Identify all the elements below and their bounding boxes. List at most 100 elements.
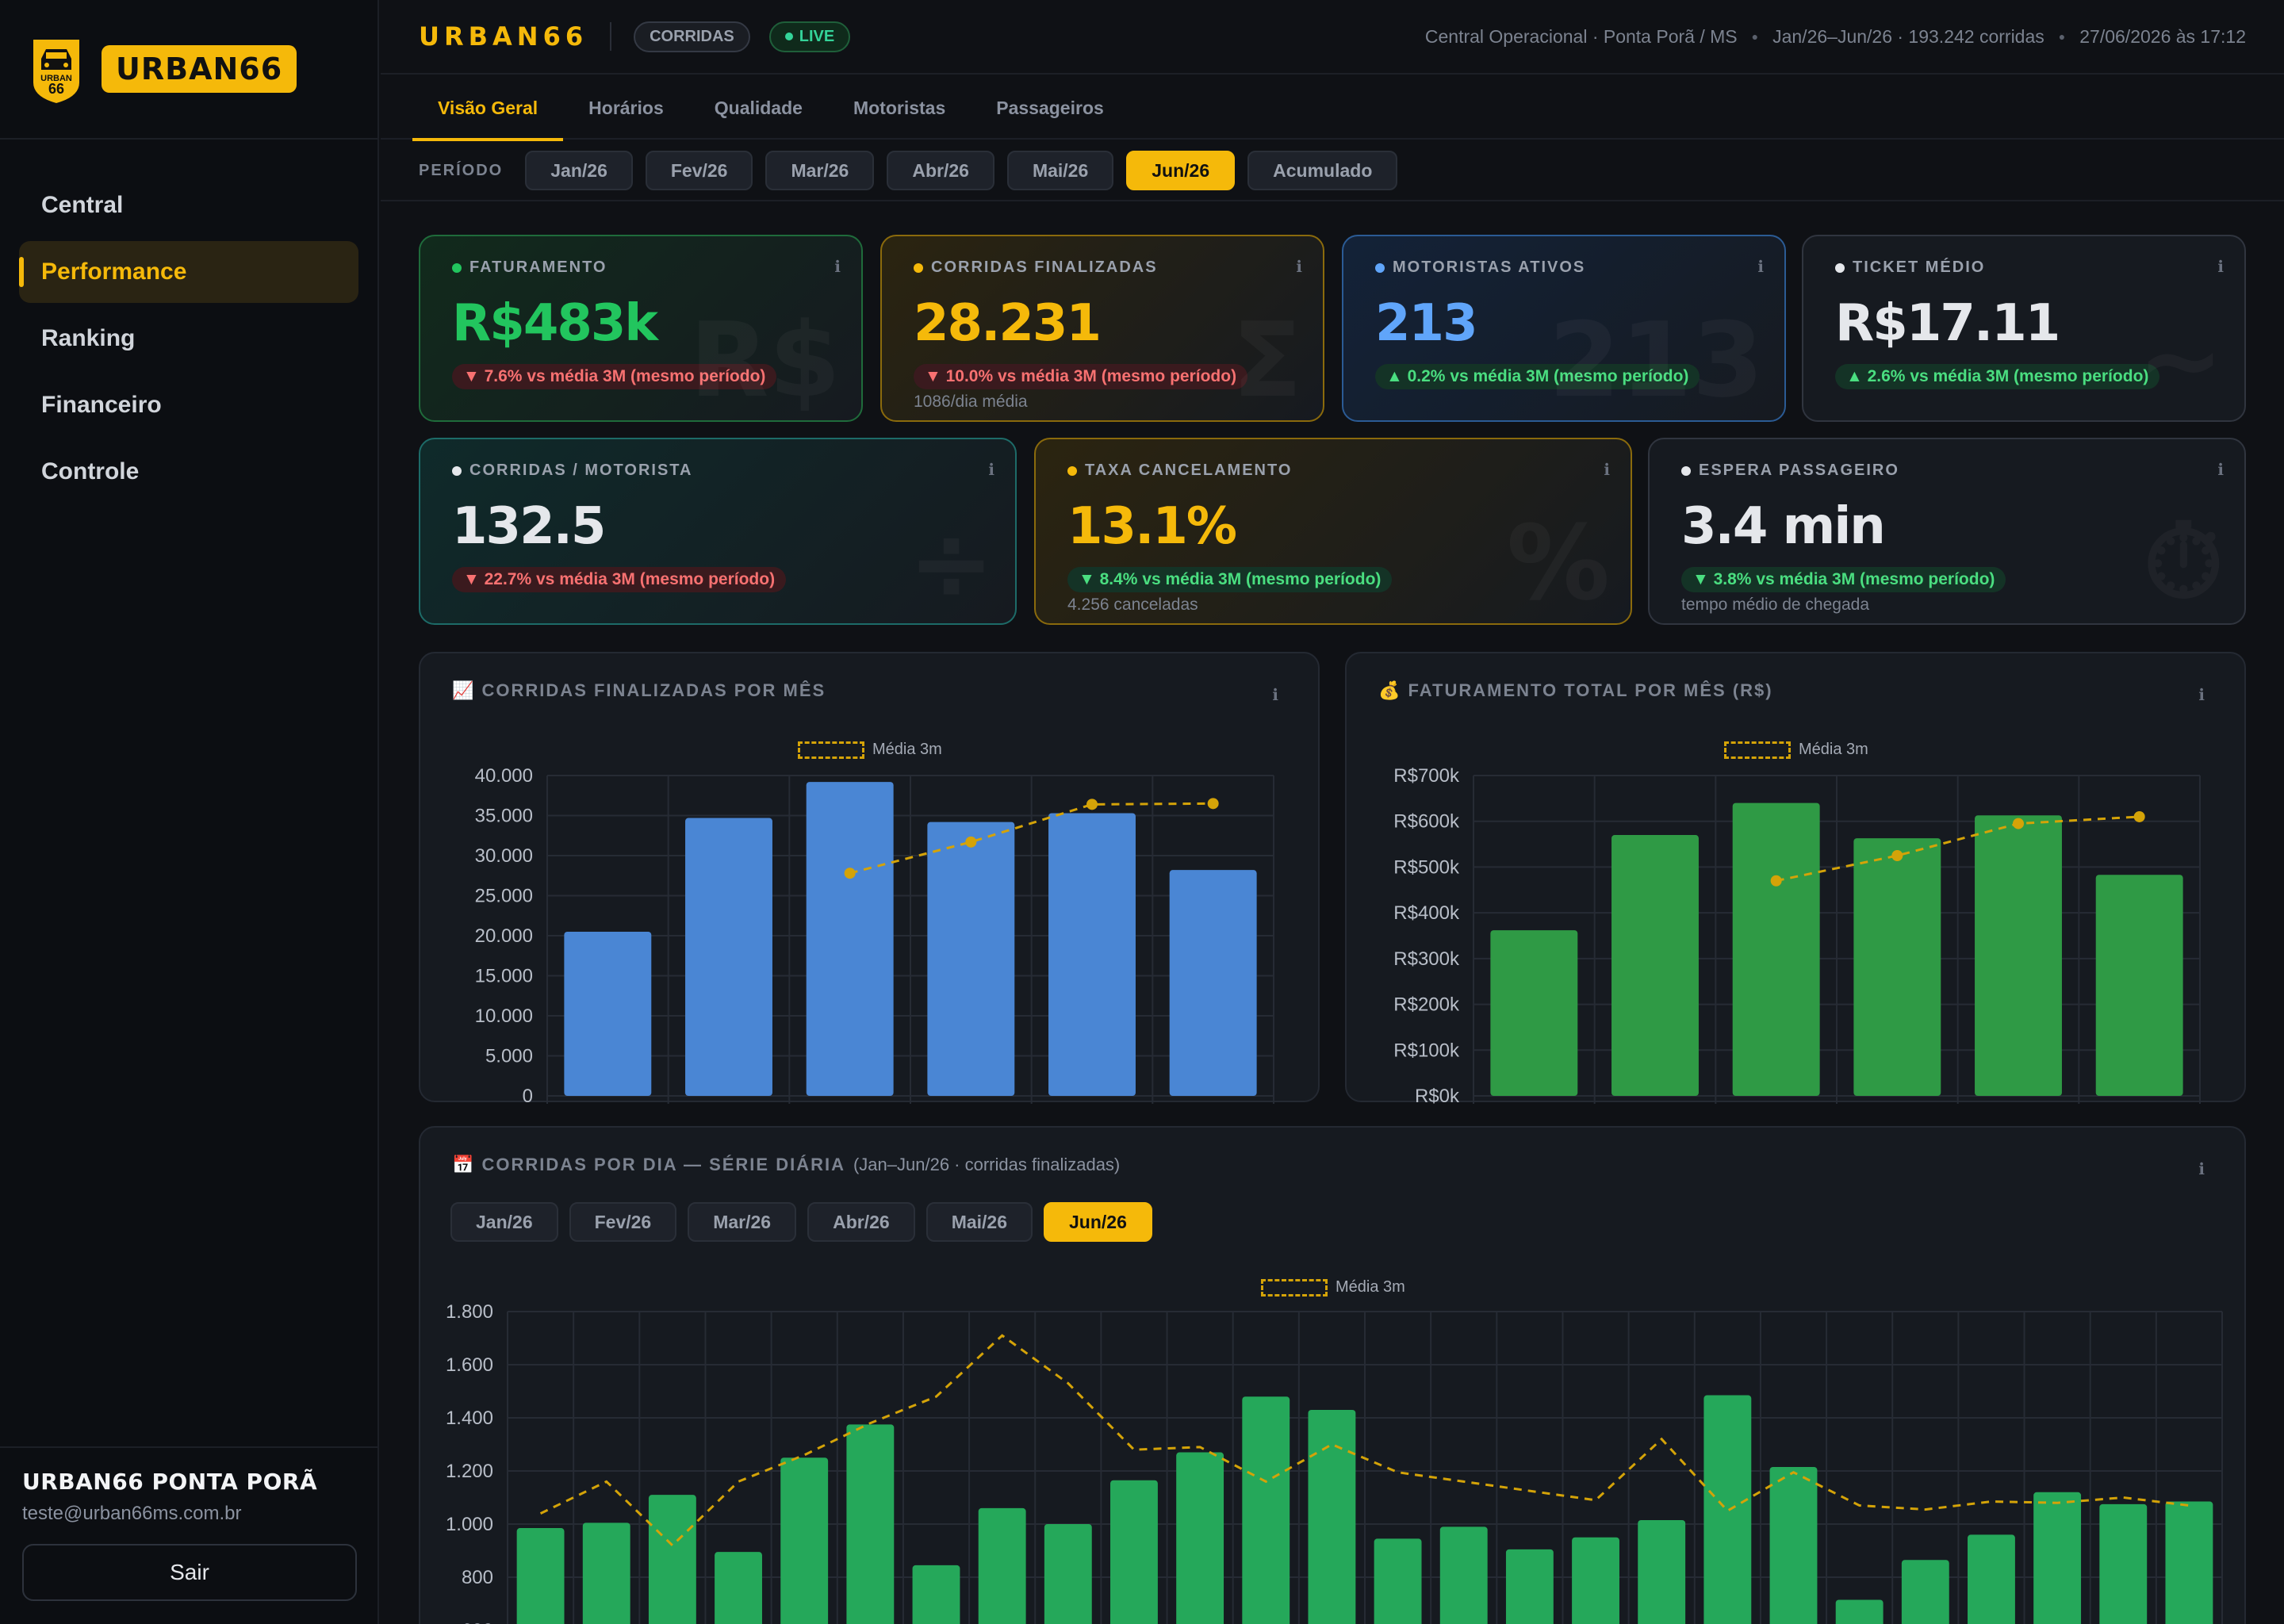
info-icon[interactable]: ℹ bbox=[2198, 1161, 2205, 1178]
kpi-dot-icon bbox=[1681, 465, 1691, 476]
y-tick-label: R$300k bbox=[1393, 948, 1460, 970]
chart-subtitle: (Jan–Jun/26 · corridas finalizadas) bbox=[853, 1155, 1121, 1174]
line-point bbox=[965, 836, 977, 848]
tab-2[interactable]: Horários bbox=[588, 97, 664, 118]
tab-4[interactable]: Motoristas bbox=[853, 97, 946, 118]
sidebar-nav: Central Performance Ranking Financeiro Contr… bbox=[0, 140, 377, 503]
kpi-watermark-icon: ⏱ bbox=[2144, 501, 2224, 623]
info-icon[interactable]: ℹ bbox=[834, 259, 841, 276]
period-pill[interactable]: Mar/26 bbox=[765, 151, 875, 190]
period-pill[interactable]: Fev/26 bbox=[645, 151, 753, 190]
kpi-subtext: 4.256 canceladas bbox=[1067, 596, 1198, 614]
tab-1[interactable]: Visão Geral bbox=[412, 76, 564, 141]
y-tick-label: R$200k bbox=[1393, 994, 1460, 1016]
kpi-label-text: CORRIDAS FINALIZADAS bbox=[931, 259, 1158, 276]
bar bbox=[1505, 1549, 1554, 1624]
chart-legend[interactable]: Média 3m bbox=[1261, 1278, 1405, 1297]
bar bbox=[582, 1522, 630, 1624]
kpi-label-text: TICKET MÉDIO bbox=[1853, 259, 1986, 276]
bar bbox=[1044, 1524, 1092, 1624]
y-tick-label: 35.000 bbox=[475, 806, 533, 827]
series-line-media-3m bbox=[849, 802, 1213, 875]
legend-swatch bbox=[1261, 1278, 1328, 1297]
bar bbox=[564, 931, 652, 1096]
y-tick-label: R$500k bbox=[1393, 856, 1460, 878]
kpi-label-text: CORRIDAS / MOTORISTA bbox=[469, 462, 693, 479]
chart-title-text: FATURAMENTO TOTAL POR MÊS (R$) bbox=[1408, 680, 1773, 700]
y-tick-label: R$400k bbox=[1393, 902, 1460, 924]
info-icon[interactable]: ℹ bbox=[1604, 462, 1610, 479]
daily-month-pill[interactable]: Abr/26 bbox=[807, 1202, 915, 1242]
bar bbox=[1048, 813, 1136, 1096]
kpi-label: ESPERA PASSAGEIRO bbox=[1681, 462, 2213, 480]
period-pill[interactable]: Jun/26 bbox=[1126, 151, 1236, 190]
sidebar-item-financeiro[interactable]: Financeiro bbox=[41, 392, 162, 418]
chart-card-faturamento-mes: 💰 FATURAMENTO TOTAL POR MÊS (R$) ℹ Média… bbox=[1345, 652, 2246, 1104]
period-pill[interactable]: Abr/26 bbox=[887, 151, 994, 190]
info-icon[interactable]: ℹ bbox=[2217, 462, 2224, 479]
period-filter: PERÍODO Jan/26 Fev/26 Mar/26 Abr/26 Mai/26 Ju… bbox=[381, 141, 2284, 201]
kpi-label: TICKET MÉDIO bbox=[1835, 259, 2213, 277]
bar bbox=[715, 1552, 762, 1624]
kpi-value: R$17.11 bbox=[1835, 294, 2060, 353]
chart-legend[interactable]: Média 3m bbox=[1724, 741, 1868, 759]
kpi-label-text: MOTORISTAS ATIVOS bbox=[1393, 259, 1586, 276]
daily-month-pill[interactable]: Mai/26 bbox=[925, 1202, 1033, 1242]
legend-label: Média 3m bbox=[1799, 741, 1868, 758]
bar bbox=[1110, 1480, 1158, 1624]
kpi-dot-icon bbox=[914, 262, 923, 273]
info-icon[interactable]: ℹ bbox=[1296, 259, 1302, 276]
separator-dot: ● bbox=[2058, 30, 2066, 43]
live-label: LIVE bbox=[799, 27, 835, 45]
y-tick-label: 1.400 bbox=[446, 1408, 493, 1429]
kpi-value: R$483k bbox=[452, 294, 658, 353]
info-icon[interactable]: ℹ bbox=[1757, 259, 1764, 276]
info-icon[interactable]: ℹ bbox=[1272, 687, 1278, 704]
kpi-dot-icon bbox=[1835, 262, 1845, 273]
daily-month-pill[interactable]: Jan/26 bbox=[450, 1202, 558, 1242]
user-email: teste@urban66ms.com.br bbox=[22, 1503, 242, 1524]
bar bbox=[978, 1507, 1026, 1624]
bar bbox=[1611, 835, 1699, 1096]
series-line-media-3m bbox=[539, 1334, 2190, 1547]
info-icon[interactable]: ℹ bbox=[2217, 259, 2224, 276]
kpi-dot-icon bbox=[452, 262, 462, 273]
kpi-watermark-icon: 213 bbox=[1549, 300, 1764, 420]
chart-emoji-icon: 📈 bbox=[452, 680, 476, 700]
chart-title: 📈 CORRIDAS FINALIZADAS POR MÊS bbox=[452, 680, 826, 701]
kpi-corridas-por-motorista: CORRIDAS / MOTORISTA ℹ 132.5 ▼ 22.7% vs méd… bbox=[419, 438, 1017, 625]
chart-emoji-icon: 💰 bbox=[1378, 680, 1402, 700]
sidebar-item-controle[interactable]: Controle bbox=[41, 458, 140, 485]
period-pill[interactable]: Mai/26 bbox=[1006, 151, 1114, 190]
separator-dot: ● bbox=[1751, 30, 1759, 43]
period-pill[interactable]: Jan/26 bbox=[525, 151, 633, 190]
sidebar-item-central[interactable]: Central bbox=[41, 192, 124, 218]
chart-legend[interactable]: Média 3m bbox=[798, 741, 942, 759]
chart-title: 💰 FATURAMENTO TOTAL POR MÊS (R$) bbox=[1378, 680, 1773, 701]
y-tick-label: 15.000 bbox=[475, 966, 533, 987]
bar bbox=[927, 822, 1015, 1096]
daily-month-pill[interactable]: Mar/26 bbox=[688, 1202, 797, 1242]
daily-month-pill[interactable]: Jun/26 bbox=[1044, 1202, 1152, 1242]
bar bbox=[1703, 1395, 1752, 1624]
chart-faturamento-mes: R$0k R$100k R$200k R$300k R$400k R$500k R$600k… bbox=[1393, 765, 2201, 1104]
sidebar-item-ranking[interactable]: Ranking bbox=[41, 325, 136, 351]
bar bbox=[1638, 1519, 1686, 1624]
period-pill[interactable]: Acumulado bbox=[1247, 151, 1398, 190]
line-point bbox=[1207, 798, 1219, 810]
info-icon[interactable]: ℹ bbox=[988, 462, 994, 479]
kpi-watermark-icon: % bbox=[1507, 503, 1610, 623]
info-icon[interactable]: ℹ bbox=[2198, 687, 2205, 704]
daily-month-pill[interactable]: Fev/26 bbox=[569, 1202, 677, 1242]
logout-button[interactable]: Sair bbox=[22, 1544, 357, 1601]
bar bbox=[780, 1457, 829, 1624]
kpi-delta: ▼ 3.8% vs média 3M (mesmo período) bbox=[1681, 567, 2006, 592]
tab-3[interactable]: Qualidade bbox=[714, 97, 803, 118]
kpi-watermark-icon: ÷ bbox=[908, 503, 994, 623]
sidebar-item-performance[interactable]: Performance bbox=[19, 241, 358, 303]
y-tick-label: 40.000 bbox=[475, 765, 533, 787]
logo-area: URBAN 66 URBAN66 bbox=[0, 0, 377, 140]
bar bbox=[1853, 838, 1941, 1096]
tab-5[interactable]: Passageiros bbox=[996, 97, 1104, 118]
y-tick-label: 20.000 bbox=[475, 925, 533, 947]
